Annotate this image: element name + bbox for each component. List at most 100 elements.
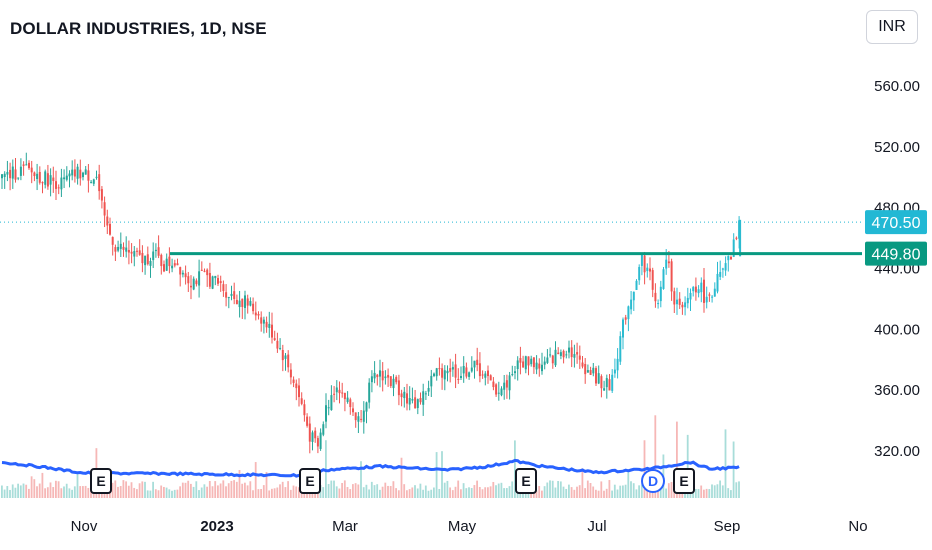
candle-body <box>95 176 98 178</box>
candle-body <box>341 392 344 394</box>
candle-body <box>443 370 446 380</box>
candle-body <box>697 289 700 294</box>
candle-body <box>551 355 554 364</box>
y-tick-label: 400.00 <box>874 321 920 338</box>
candle-body <box>416 399 419 409</box>
volume-bar <box>22 483 25 498</box>
volume-bar <box>489 486 492 498</box>
volume-bar <box>613 484 616 498</box>
volume-bar <box>203 484 206 498</box>
candle-body <box>462 365 465 374</box>
candle-body <box>597 373 600 384</box>
candle-body <box>192 278 195 290</box>
volume-bar <box>503 488 505 498</box>
volume-bar <box>562 486 565 498</box>
volume-bar <box>360 461 362 498</box>
volume-bar <box>322 487 325 498</box>
candle-body <box>354 412 357 421</box>
candle-body <box>206 269 209 276</box>
candle-body <box>84 169 87 175</box>
volume-bar <box>381 486 384 498</box>
candle-body <box>460 375 462 378</box>
level-price-badge <box>865 241 927 266</box>
volume-bar <box>427 490 430 498</box>
candle-body <box>125 247 128 252</box>
candle-body <box>165 258 168 271</box>
candle-body <box>732 239 735 257</box>
candle-body <box>411 399 414 401</box>
candle-body <box>400 393 403 398</box>
volume-bar <box>565 488 568 498</box>
candle-body <box>559 352 562 356</box>
candle-body <box>397 380 400 396</box>
volume-bar <box>462 483 465 498</box>
candle-body <box>651 270 654 290</box>
volume-bar <box>233 480 235 498</box>
candle-body <box>181 272 184 275</box>
volume-bar <box>735 482 738 498</box>
candle-body <box>713 288 716 297</box>
candle-body <box>476 359 479 366</box>
volume-bar <box>535 490 538 498</box>
candle-body <box>608 379 611 391</box>
volume-bar <box>557 481 559 498</box>
candle-body <box>646 267 649 272</box>
candle-body <box>322 424 325 435</box>
candle-body <box>403 391 406 399</box>
candle-body <box>30 167 33 173</box>
volume-bar <box>298 487 300 498</box>
candle-body <box>657 303 660 305</box>
candle-body <box>546 357 549 363</box>
candle-body <box>28 162 30 169</box>
currency-button[interactable]: INR <box>866 10 918 44</box>
volume-bar <box>25 484 28 498</box>
volume-bar <box>611 490 613 498</box>
candle-body <box>414 397 417 409</box>
volume-bar <box>451 490 454 498</box>
candle-body <box>578 355 581 360</box>
candle-body <box>635 280 638 290</box>
volume-bar <box>192 486 195 498</box>
candle-body <box>44 171 47 185</box>
candle-body <box>681 304 684 308</box>
candle-body <box>343 392 346 400</box>
candle-body <box>136 250 138 252</box>
y-tick-label: 520.00 <box>874 139 920 156</box>
candle-body <box>627 306 630 320</box>
volume-bar <box>36 486 38 498</box>
volume-bar <box>265 472 268 498</box>
candle-body <box>195 280 198 285</box>
candle-body <box>268 323 271 328</box>
candle-body <box>100 189 103 201</box>
volume-ma-line <box>1 458 740 478</box>
volume-bar <box>435 452 438 498</box>
volume-bar <box>449 487 451 498</box>
volume-bar <box>497 483 500 498</box>
candle-body <box>103 202 106 216</box>
candle-body <box>41 182 44 184</box>
volume-bar <box>79 486 82 498</box>
candle-body <box>146 254 149 265</box>
candle-body <box>622 319 624 338</box>
volume-bar <box>573 489 576 498</box>
candle-body <box>157 247 160 256</box>
volume-bar <box>667 483 670 498</box>
candle-body <box>535 362 538 370</box>
candle-body <box>55 181 57 189</box>
candle-body <box>422 391 425 405</box>
candle-body <box>570 347 573 358</box>
candle-body <box>543 361 546 365</box>
candle-body <box>370 376 373 383</box>
candle-body <box>538 363 541 369</box>
volume-bar <box>82 486 84 498</box>
volume-bar <box>295 486 298 498</box>
candle-body <box>25 164 28 166</box>
candle-body <box>138 250 141 255</box>
volume-bar <box>262 485 265 498</box>
volume-bar <box>268 490 271 498</box>
candle-body <box>368 382 371 403</box>
volume-bar <box>438 488 441 498</box>
candle-body <box>208 272 211 287</box>
volume-bar <box>19 485 22 498</box>
